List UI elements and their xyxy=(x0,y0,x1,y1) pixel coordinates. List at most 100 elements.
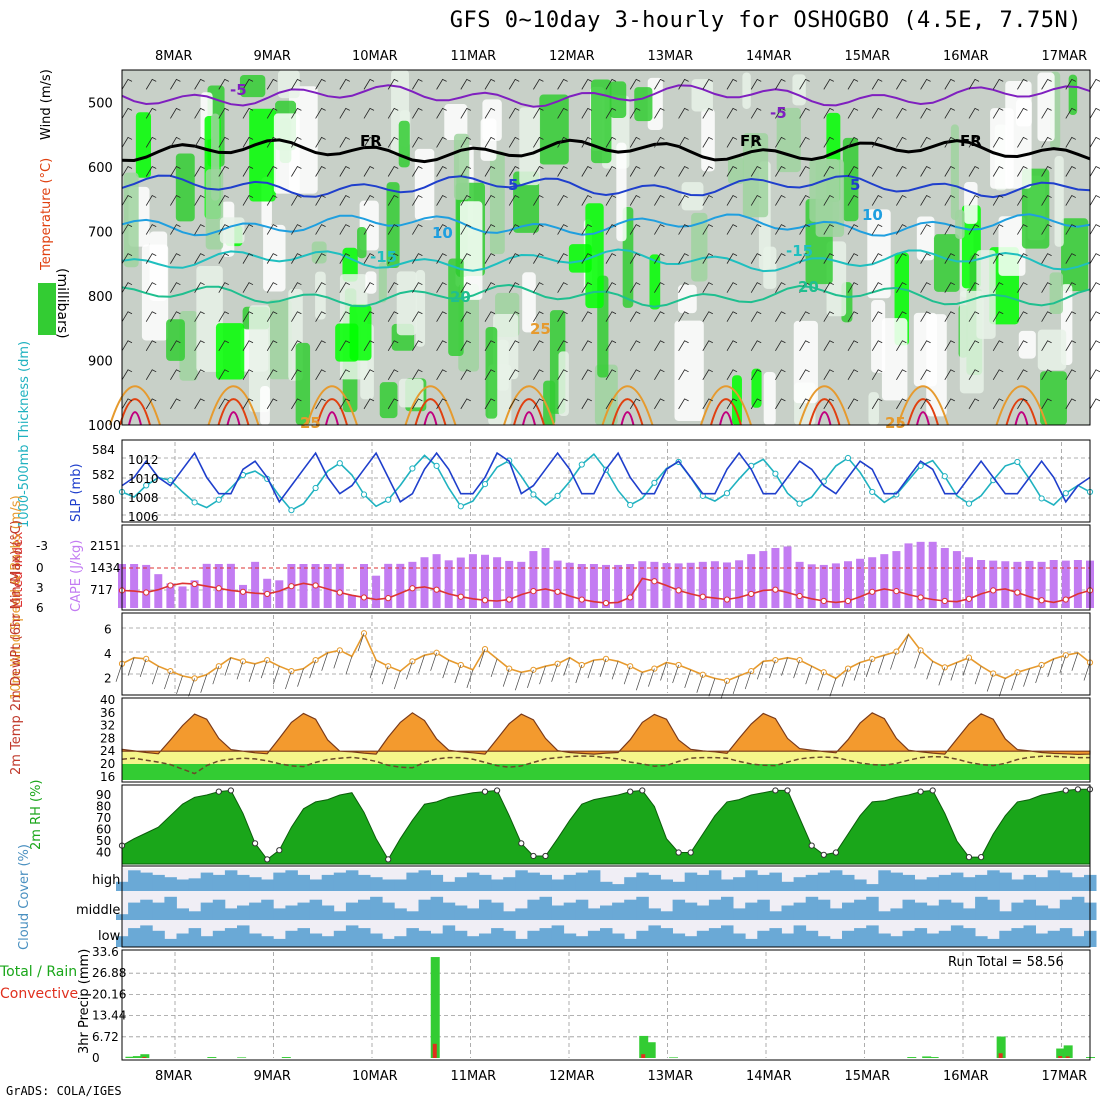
wind-barb xyxy=(121,78,133,90)
lifted-index-point xyxy=(1062,596,1069,603)
rh-cell xyxy=(273,113,300,194)
cloud-cell xyxy=(829,938,843,947)
thickness-point xyxy=(336,460,343,467)
isotherm-30 xyxy=(119,398,151,426)
isotherm-25 xyxy=(207,385,260,426)
wind-barb xyxy=(654,107,665,119)
cloud-cell xyxy=(237,925,250,947)
rh-cell xyxy=(881,318,908,401)
wind-barb xyxy=(920,136,931,148)
wind-barb xyxy=(508,311,520,322)
lifted-index-point xyxy=(578,596,585,603)
wind-barb xyxy=(315,224,326,235)
cloud-cell xyxy=(1059,872,1073,891)
li-tick: -3 xyxy=(36,539,48,553)
wind-barb xyxy=(242,311,254,322)
wind-barb xyxy=(896,369,907,381)
wind-barb xyxy=(920,253,931,264)
slp-tick: 1006 xyxy=(128,510,159,524)
rh-cell xyxy=(215,323,245,380)
precip-bar xyxy=(646,1042,656,1058)
li-tick: 0 xyxy=(36,561,44,575)
cloud-cell xyxy=(890,908,903,920)
wind-barb xyxy=(315,282,326,293)
rh-point xyxy=(264,856,271,863)
wind-barb xyxy=(1065,78,1076,90)
wind-barb xyxy=(635,672,643,691)
wind-barb xyxy=(484,165,496,177)
wind-barb xyxy=(218,398,229,410)
cloud-cell xyxy=(394,908,407,920)
cape-bar xyxy=(432,554,441,608)
wind-barb xyxy=(357,633,365,652)
cloud-cell xyxy=(261,936,274,947)
precip-bar xyxy=(132,1056,142,1058)
wind-barb xyxy=(315,165,326,177)
cloud-cell xyxy=(672,933,686,947)
wind-barb xyxy=(1023,668,1030,687)
wind-barb xyxy=(121,195,133,206)
wind-barb xyxy=(726,107,738,119)
wind-barb xyxy=(660,662,667,681)
cape-bar xyxy=(565,562,574,608)
cape-bar xyxy=(1061,560,1070,608)
wind-barb xyxy=(218,340,229,351)
lifted-index-point xyxy=(530,587,537,595)
wind-barb xyxy=(605,165,617,177)
wind-barb xyxy=(145,398,157,410)
cloud-cell xyxy=(382,938,395,947)
cape-bar xyxy=(275,580,284,608)
isotherm-25 xyxy=(503,385,555,426)
cape-bar xyxy=(856,558,865,608)
wind-barb xyxy=(533,282,544,293)
cloud-cell xyxy=(624,877,637,891)
wind-barb xyxy=(944,340,955,351)
day-label-top: 13MAR xyxy=(648,49,694,64)
panel-slp xyxy=(121,439,1091,523)
wind-barb xyxy=(387,253,399,264)
cloud-cell xyxy=(926,933,940,947)
rh-cell xyxy=(1054,156,1064,247)
isotherm-35 xyxy=(128,411,142,426)
cloud-cell xyxy=(442,925,456,947)
wind-barb xyxy=(436,107,447,119)
cloud-cell xyxy=(926,905,940,920)
wind-barb xyxy=(654,398,665,410)
wind-barb xyxy=(823,195,834,206)
cloud-cell xyxy=(1047,870,1061,891)
wind-barb xyxy=(629,107,641,119)
wind-barb xyxy=(581,165,592,177)
wind-barb xyxy=(629,78,641,90)
wind-barb xyxy=(575,664,583,684)
rh-cell xyxy=(239,74,266,98)
rh-cell xyxy=(959,290,984,394)
wind-barb xyxy=(702,107,713,119)
rh-point xyxy=(481,788,489,795)
wind-barb xyxy=(418,655,425,674)
wind-barb xyxy=(847,78,859,90)
wind-barb xyxy=(1089,136,1100,148)
rh-tick: 40 xyxy=(96,846,111,860)
wind-barb xyxy=(460,282,471,293)
wind-barb xyxy=(629,311,641,322)
wind-barb xyxy=(478,649,486,668)
wind-barb xyxy=(775,107,786,119)
rh-cell xyxy=(1018,330,1036,359)
isotherm-30 xyxy=(316,398,348,426)
cloud-cell xyxy=(479,933,492,947)
thickness-point xyxy=(723,490,731,497)
wind-barb xyxy=(750,224,762,235)
wind-barb xyxy=(490,658,498,677)
wind-barb xyxy=(599,658,607,677)
cloud-cell xyxy=(466,872,480,891)
wind-barb xyxy=(702,398,713,410)
cloud-cell xyxy=(745,902,758,920)
wind-barb xyxy=(533,165,544,177)
lifted-index-point xyxy=(965,595,973,602)
rh-cell xyxy=(691,79,713,112)
wind-barb xyxy=(1089,165,1100,177)
rh-cell xyxy=(933,234,960,292)
rh-point xyxy=(276,847,283,854)
precip-tick: 13.44 xyxy=(92,1009,126,1023)
cloud-cell xyxy=(128,902,141,920)
